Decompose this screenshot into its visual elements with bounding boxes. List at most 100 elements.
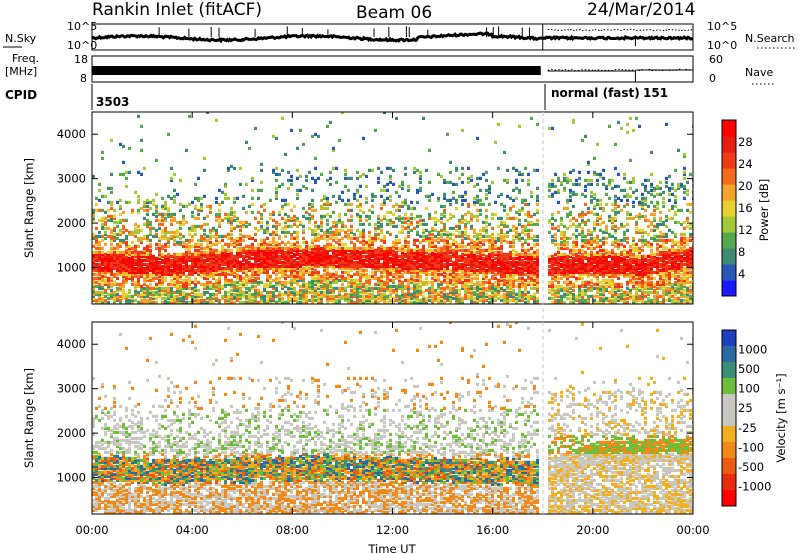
heatmap-cell (299, 254, 302, 258)
heatmap-cell (332, 300, 335, 304)
heatmap-cell (380, 222, 383, 226)
heatmap-cell (218, 278, 221, 282)
heatmap-cell (116, 232, 119, 236)
heatmap-cell (455, 274, 458, 278)
heatmap-cell (218, 214, 221, 218)
heatmap-cell (452, 266, 455, 270)
heatmap-cell (263, 258, 266, 262)
heatmap-cell (311, 244, 314, 248)
heatmap-cell (248, 264, 251, 268)
heatmap-cell (368, 278, 371, 282)
heatmap-cell (134, 290, 137, 294)
heatmap-cell (143, 268, 146, 272)
heatmap-cell (254, 260, 257, 264)
heatmap-cell (494, 264, 497, 268)
heatmap-cell (152, 286, 155, 290)
heatmap-cell (383, 202, 386, 206)
heatmap-cell (374, 256, 377, 260)
heatmap-cell (251, 298, 254, 302)
heatmap-cell (254, 262, 257, 266)
heatmap-cell (563, 232, 566, 236)
heatmap-cell (401, 204, 404, 208)
heatmap-cell (446, 232, 449, 236)
heatmap-cell (473, 230, 476, 234)
heatmap-cell (416, 262, 419, 266)
heatmap-cell (203, 276, 206, 280)
heatmap-cell (158, 268, 161, 272)
heatmap-cell (554, 232, 557, 236)
heatmap-cell (296, 234, 299, 238)
heatmap-cell (92, 276, 95, 280)
heatmap-cell (479, 202, 482, 206)
heatmap-cell (101, 270, 104, 274)
heatmap-cell (449, 250, 452, 254)
heatmap-cell (422, 258, 425, 262)
heatmap-cell (488, 278, 491, 282)
heatmap-cell (446, 252, 449, 256)
heatmap-cell (500, 230, 503, 234)
heatmap-cell (479, 250, 482, 254)
heatmap-cell (224, 254, 227, 258)
heatmap-cell (287, 170, 290, 174)
heatmap-cell (419, 298, 422, 302)
heatmap-cell (536, 194, 539, 198)
heatmap-cell (557, 292, 560, 296)
heatmap-cell (269, 216, 272, 220)
heatmap-cell (371, 262, 374, 266)
heatmap-cell (506, 294, 509, 298)
heatmap-cell (416, 286, 419, 290)
heatmap-cell (173, 234, 176, 238)
heatmap-cell (152, 260, 155, 264)
heatmap-cell (110, 284, 113, 288)
heatmap-cell (548, 296, 551, 300)
heatmap-cell (515, 256, 518, 260)
heatmap-cell (176, 240, 179, 244)
heatmap-cell (242, 224, 245, 228)
heatmap-cell (377, 176, 380, 180)
heatmap-cell (395, 238, 398, 242)
heatmap-cell (146, 286, 149, 290)
heatmap-cell (404, 172, 407, 176)
heatmap-cell (350, 264, 353, 268)
heatmap-cell (230, 300, 233, 304)
heatmap-cell (392, 182, 395, 186)
heatmap-cell (92, 260, 95, 264)
heatmap-cell (419, 274, 422, 278)
heatmap-cell (554, 184, 557, 188)
heatmap-cell (419, 262, 422, 266)
heatmap-cell (503, 254, 506, 258)
heatmap-cell (242, 256, 245, 260)
heatmap-cell (362, 240, 365, 244)
heatmap-cell (500, 286, 503, 290)
heatmap-cell (293, 296, 296, 300)
heatmap-cell (149, 254, 152, 258)
heatmap-cell (203, 260, 206, 264)
heatmap-cell (356, 286, 359, 290)
heatmap-cell (137, 268, 140, 272)
heatmap-cell (464, 286, 467, 290)
heatmap-cell (293, 218, 296, 222)
heatmap-cell (416, 266, 419, 270)
heatmap-cell (227, 216, 230, 220)
heatmap-cell (221, 260, 224, 264)
heatmap-cell (278, 282, 281, 286)
heatmap-cell (158, 242, 161, 246)
heatmap-cell (557, 188, 560, 192)
heatmap-cell (284, 252, 287, 256)
heatmap-cell (152, 266, 155, 270)
heatmap-cell (200, 252, 203, 256)
heatmap-cell (533, 168, 536, 172)
heatmap-cell (557, 254, 560, 258)
heatmap-cell (149, 206, 152, 210)
heatmap-cell (407, 266, 410, 270)
heatmap-cell (518, 268, 521, 272)
heatmap-cell (128, 260, 131, 264)
heatmap-cell (221, 190, 224, 194)
heatmap-cell (533, 254, 536, 258)
heatmap-cell (137, 256, 140, 260)
heatmap-cell (179, 256, 182, 260)
heatmap-cell (335, 260, 338, 264)
heatmap-cell (149, 290, 152, 294)
heatmap-cell (119, 232, 122, 236)
heatmap-cell (512, 268, 515, 272)
